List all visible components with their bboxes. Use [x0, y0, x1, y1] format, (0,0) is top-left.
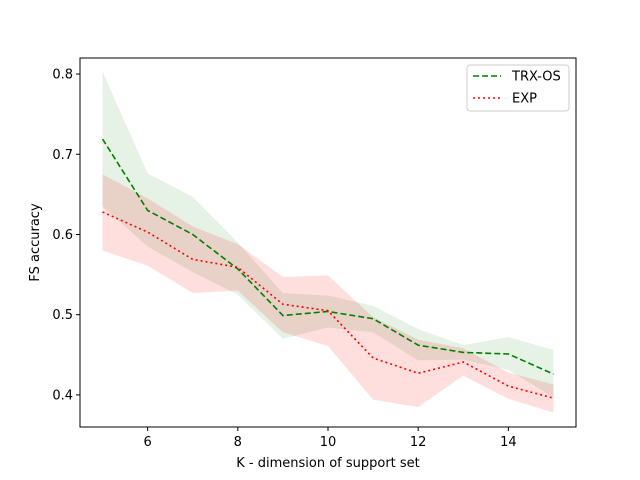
- y-tick-label: 0.4: [52, 388, 73, 403]
- legend: TRX-OS EXP: [466, 64, 570, 112]
- y-tick-label: 0.7: [52, 148, 73, 163]
- y-axis-label: FS accuracy: [28, 203, 43, 282]
- y-tick-label: 0.8: [52, 68, 73, 83]
- legend-label-exp: EXP: [512, 92, 537, 107]
- x-tick-label: 6: [143, 435, 151, 450]
- band-exp: [102, 174, 554, 413]
- x-axis-ticks: 6 8 10 12 14: [143, 427, 517, 450]
- y-tick-label: 0.5: [52, 308, 73, 323]
- x-tick-label: 14: [500, 435, 517, 450]
- series-lines: [101, 138, 554, 399]
- y-axis-ticks: 0.4 0.5 0.6 0.7 0.8: [52, 68, 80, 403]
- x-axis-label: K - dimension of support set: [236, 456, 420, 471]
- line-exp: [102, 211, 554, 399]
- x-tick-label: 10: [320, 435, 337, 450]
- legend-label-trx-os: TRX-OS: [511, 70, 561, 85]
- x-tick-label: 12: [410, 435, 427, 450]
- x-tick-label: 8: [234, 435, 242, 450]
- y-tick-label: 0.6: [52, 228, 73, 243]
- line-trx-os: [101, 138, 554, 375]
